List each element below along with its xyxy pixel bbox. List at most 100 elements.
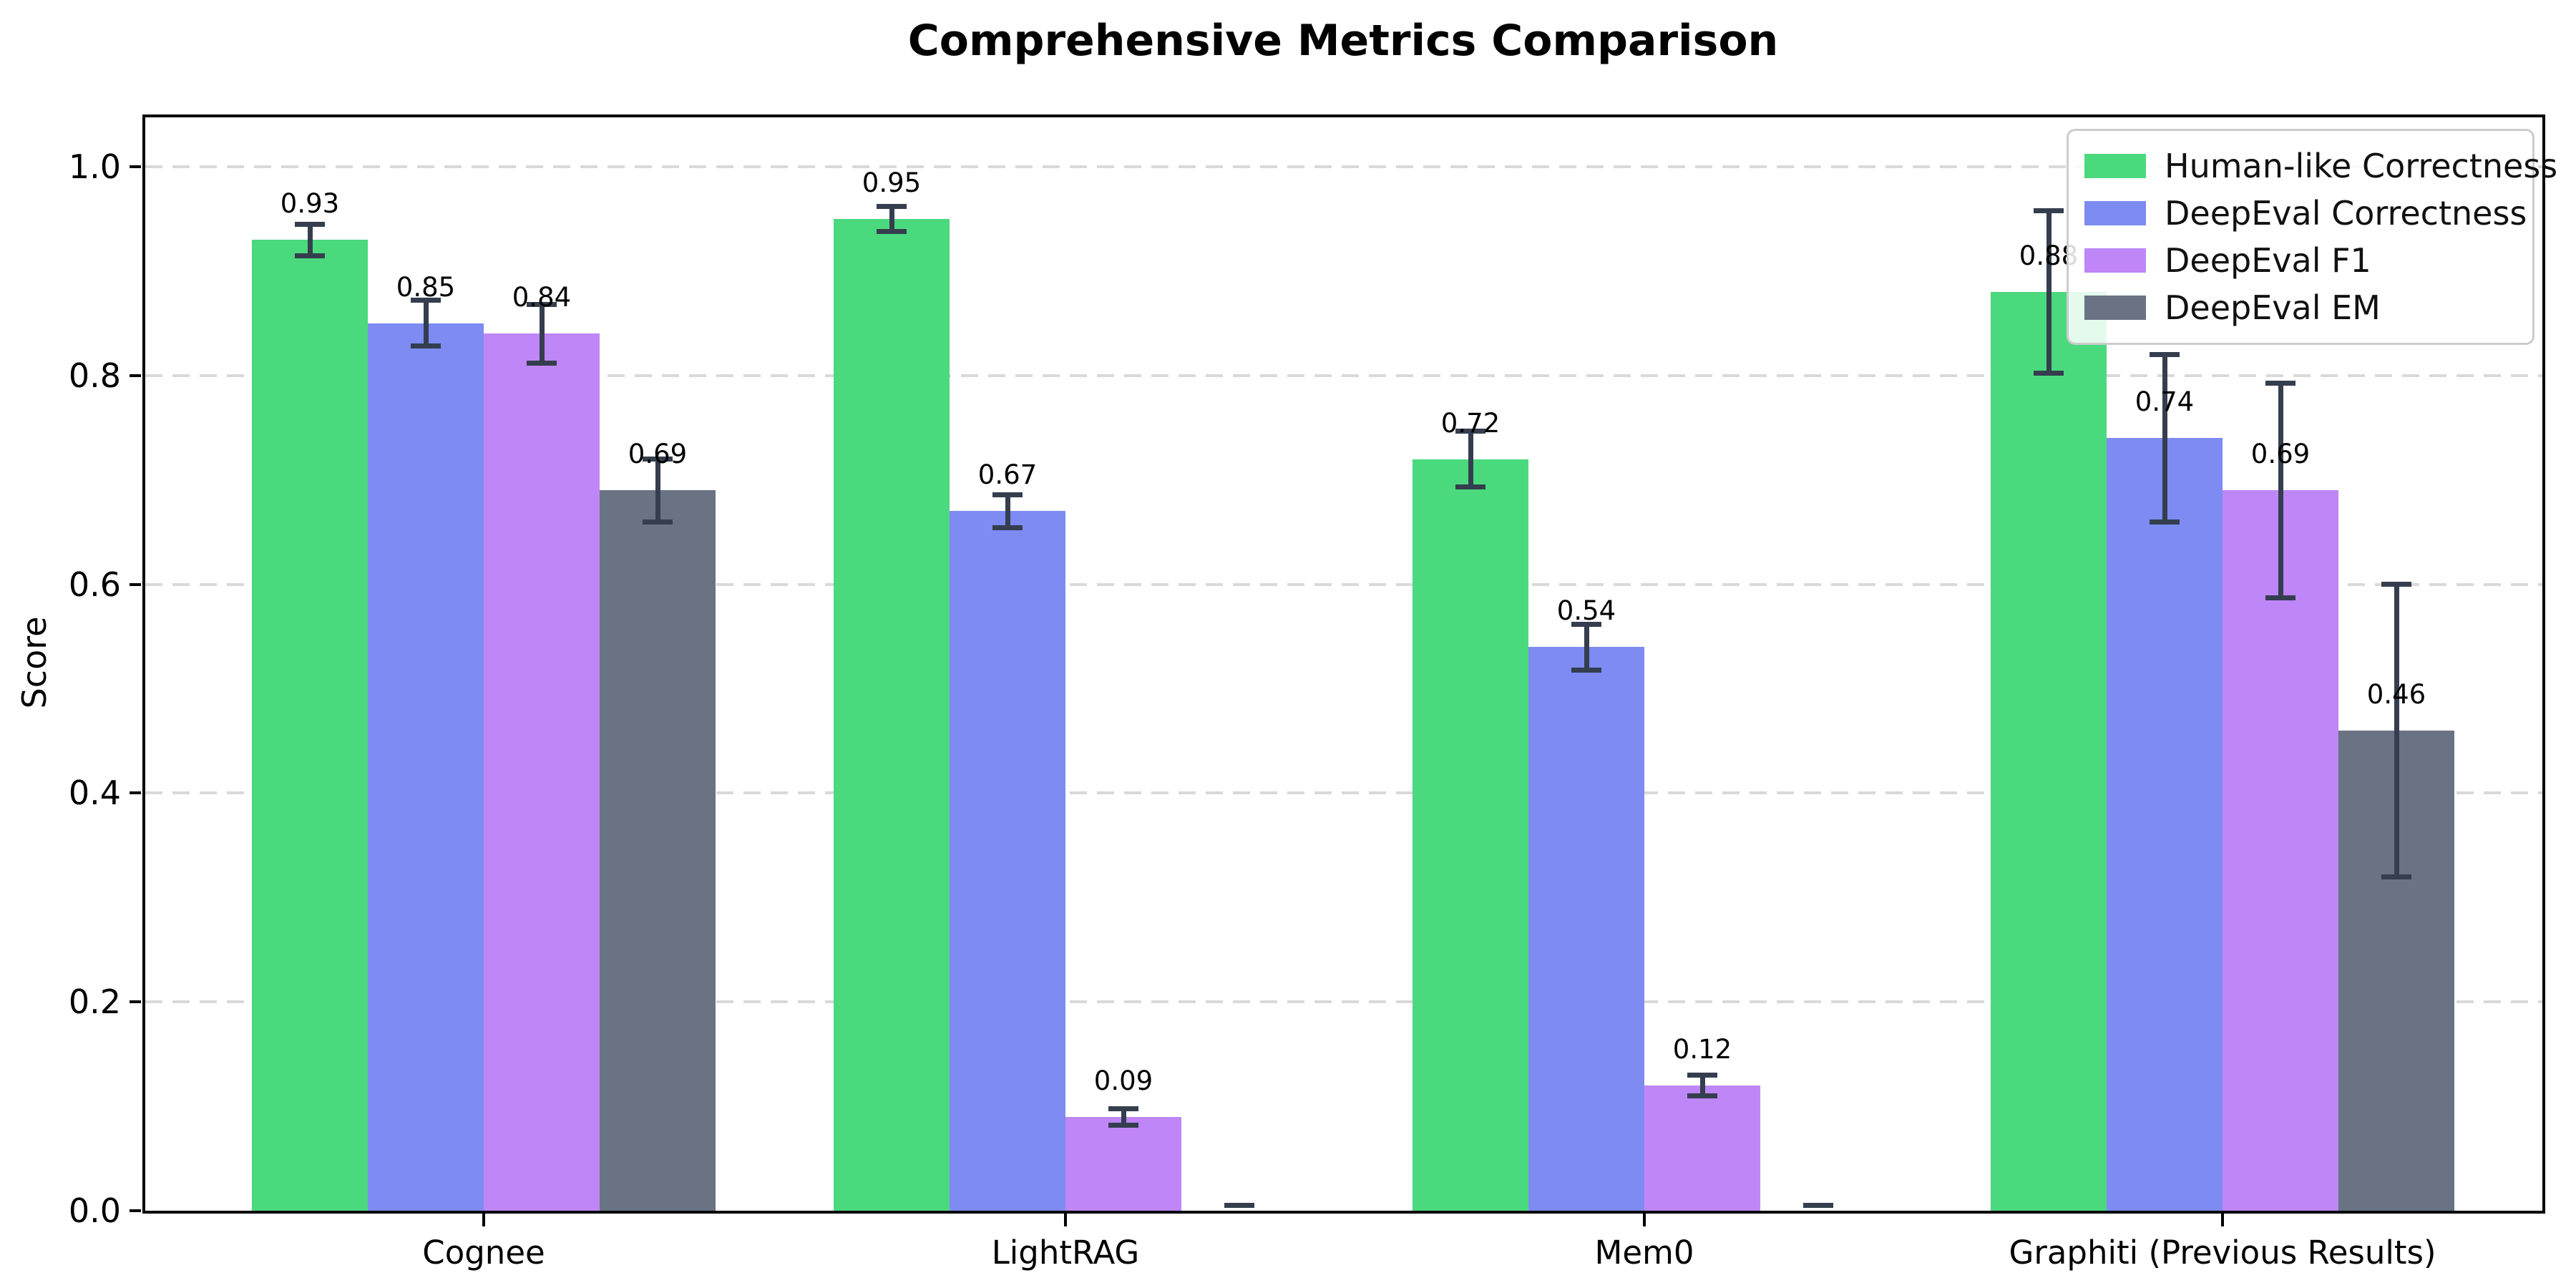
bar-value-label: 0.09: [1093, 1065, 1153, 1096]
error-bar-cap-bottom: [2381, 874, 2411, 879]
y-axis-label: Score: [15, 616, 54, 709]
error-bar-cap-bottom: [643, 519, 673, 525]
bar-value-label: 0.93: [280, 188, 340, 220]
x-tick-label: LightRAG: [991, 1234, 1140, 1272]
x-tick-label: Graphiti (Previous Results): [2009, 1234, 2436, 1272]
y-tick-mark: [130, 1209, 141, 1212]
gridline: [145, 374, 2542, 377]
bar: [600, 490, 716, 1211]
x-tick-mark: [1643, 1214, 1646, 1226]
error-bar-line: [423, 300, 429, 346]
bar: [950, 511, 1065, 1211]
error-bar-line: [307, 224, 313, 255]
error-bar-cap-top: [992, 492, 1023, 497]
bar-value-label: 0.46: [2366, 678, 2426, 710]
chart-title: Comprehensive Metrics Comparison: [907, 16, 1779, 66]
error-bar-line: [2046, 210, 2051, 374]
error-bar-cap-bottom: [2265, 595, 2296, 601]
error-bar-cap-top: [643, 457, 673, 462]
y-tick-label: 0.6: [68, 565, 121, 604]
error-bar-cap-bottom: [2150, 519, 2180, 525]
gridline: [145, 791, 2542, 795]
legend-swatch-deepeval-f1: [2084, 248, 2146, 273]
gridline: [145, 1000, 2542, 1004]
error-bar-cap-bottom: [411, 343, 441, 349]
bar: [252, 240, 368, 1211]
legend-swatch-human-like-correctness: [2084, 154, 2146, 178]
bar: [834, 218, 950, 1211]
bar-value-label: 0.85: [396, 271, 456, 303]
error-bar-cap-top: [2034, 208, 2064, 213]
error-bar-cap-top: [1687, 1072, 1717, 1078]
error-bar-line: [1005, 494, 1010, 528]
legend-swatch-deepeval-correctness: [2084, 201, 2146, 225]
y-tick-label: 0.8: [68, 356, 121, 395]
x-tick-mark: [1064, 1214, 1067, 1226]
error-bar-cap-top: [411, 298, 441, 303]
bar-value-label: 0.95: [862, 167, 922, 198]
legend-label: DeepEval F1: [2165, 241, 2371, 280]
bar-value-label: 0.69: [2250, 439, 2311, 470]
error-bar-cap-top: [1108, 1106, 1138, 1111]
error-bar-line: [2162, 354, 2167, 522]
error-bar-line: [1584, 624, 1589, 670]
error-bar-cap-bottom: [527, 360, 557, 366]
bar: [484, 333, 600, 1211]
legend-label: Human-like Correctness: [2165, 147, 2558, 185]
x-tick-label: Mem0: [1594, 1234, 1694, 1272]
error-bar-line: [1699, 1075, 1705, 1096]
error-bar-cap-bottom: [877, 228, 907, 234]
error-bar-cap-bottom: [1687, 1093, 1717, 1098]
legend-item-deepeval-f1: DeepEval F1: [2084, 237, 2517, 284]
error-bar-line: [1468, 431, 1473, 487]
bar-value-label: 0.54: [1556, 595, 1616, 627]
x-tick-mark: [2221, 1214, 2224, 1226]
legend-label: DeepEval EM: [2165, 288, 2381, 327]
bar-value-label: 0.69: [628, 439, 688, 470]
error-bar-cap-top: [1224, 1203, 1254, 1209]
gridline: [145, 582, 2542, 586]
error-bar-cap-bottom: [1455, 484, 1485, 490]
error-bar-line: [2278, 383, 2283, 598]
error-bar-line: [889, 206, 894, 232]
axes-frame: [142, 114, 2545, 1214]
error-bar-line: [2394, 584, 2399, 877]
error-bar-cap-bottom: [1571, 667, 1601, 673]
error-bar-cap-bottom: [295, 253, 325, 258]
error-bar-line: [539, 304, 545, 364]
y-tick-label: 1.0: [68, 147, 121, 186]
error-bar-cap-bottom: [992, 525, 1023, 531]
error-bar-cap-bottom: [2034, 371, 2064, 376]
legend-item-human-like-correctness: Human-like Correctness: [2084, 142, 2557, 190]
legend-item-deepeval-em: DeepEval EM: [2084, 284, 2517, 331]
y-tick-mark: [130, 582, 141, 586]
bar: [368, 323, 484, 1211]
legend-swatch-deepeval-em: [2084, 296, 2146, 320]
error-bar-cap-top: [2381, 582, 2411, 587]
error-bar-cap-top: [295, 221, 325, 227]
bar: [2107, 438, 2223, 1211]
y-tick-label: 0.4: [68, 774, 121, 813]
bar-value-label: 0.72: [1440, 407, 1501, 439]
bar-value-label: 0.67: [977, 459, 1038, 491]
error-bar-line: [1121, 1108, 1126, 1126]
bar: [1644, 1085, 1760, 1211]
error-bar-cap-top: [877, 203, 907, 209]
error-bar-cap-top: [1803, 1203, 1833, 1209]
bar: [1413, 459, 1528, 1211]
error-bar-cap-bottom: [1108, 1122, 1138, 1128]
legend: Human-like Correctness DeepEval Correctn…: [2067, 129, 2557, 345]
y-tick-label: 0.0: [68, 1191, 121, 1230]
error-bar-cap-top: [527, 302, 557, 308]
bar: [2223, 490, 2338, 1211]
legend-item-deepeval-correctness: DeepEval Correctness: [2084, 190, 2527, 237]
y-tick-mark: [130, 791, 141, 795]
y-tick-mark: [130, 374, 141, 377]
y-tick-label: 0.2: [68, 982, 121, 1022]
error-bar-cap-top: [2150, 352, 2180, 358]
bar-value-label: 0.74: [2135, 386, 2195, 418]
bar-value-label: 0.12: [1672, 1033, 1732, 1065]
bar: [1065, 1116, 1181, 1211]
y-tick-mark: [130, 1000, 141, 1004]
